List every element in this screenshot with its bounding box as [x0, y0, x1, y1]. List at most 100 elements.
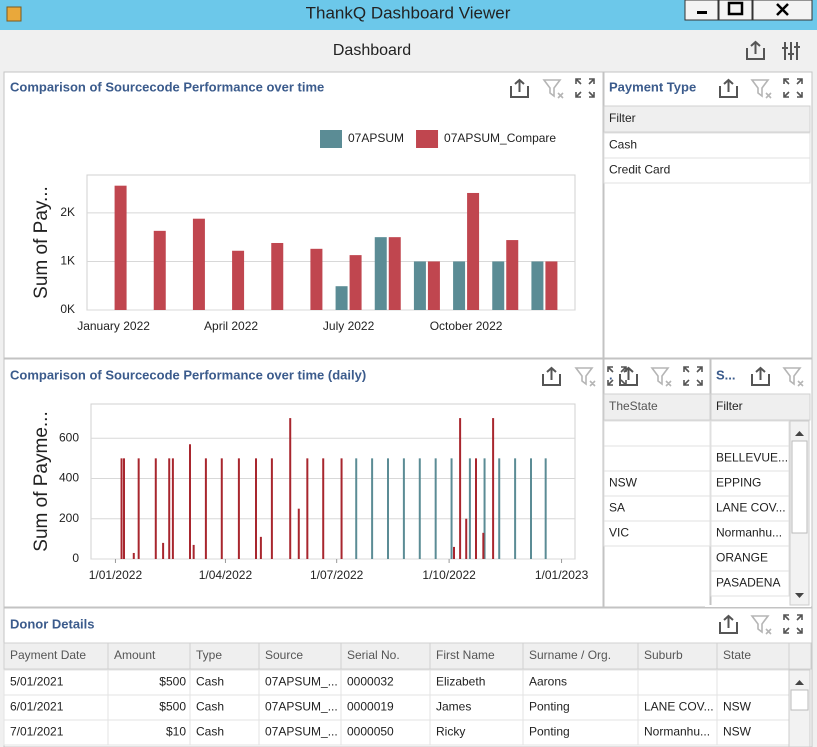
table-cell: [716, 694, 790, 721]
list-item[interactable]: [710, 570, 790, 597]
maximize-panel-button[interactable]: [683, 366, 703, 386]
table-cell: [637, 719, 718, 746]
bar: [335, 286, 348, 310]
export-button[interactable]: [542, 366, 561, 386]
x-tick-label: 1/04/2022: [199, 568, 253, 582]
minimize-button[interactable]: [684, 0, 719, 21]
bar: [137, 458, 140, 559]
panel-title: Donor Details: [10, 616, 95, 631]
list-item[interactable]: [603, 470, 711, 497]
clear-filter-button[interactable]: [782, 367, 804, 387]
bar: [388, 237, 401, 310]
table-cell-text: 07APSUM_...: [265, 725, 338, 739]
maximize-button[interactable]: [718, 0, 753, 21]
clear-filter-button[interactable]: [542, 79, 564, 99]
list-item[interactable]: [603, 445, 711, 472]
bar: [192, 544, 195, 559]
scroll-down[interactable]: [795, 593, 804, 598]
bar: [402, 458, 405, 559]
table-cell-text: LANE COV...: [644, 700, 714, 714]
title-bar: [0, 0, 817, 30]
table-cell-text: 07APSUM_...: [265, 700, 338, 714]
export-button[interactable]: [719, 78, 738, 98]
column-header[interactable]: [637, 642, 718, 670]
scroll-thumb[interactable]: [790, 689, 809, 711]
export-button[interactable]: [751, 366, 770, 386]
list-item-label: LANE COV...: [716, 501, 786, 515]
export-button[interactable]: [619, 366, 638, 386]
table-cell: [107, 719, 191, 746]
clear-filter-button[interactable]: [750, 79, 772, 99]
x-tick-label: October 2022: [430, 319, 503, 333]
column-header-label: First Name: [436, 648, 495, 662]
y-tick-label: 200: [59, 511, 79, 525]
panel-title: .: [609, 367, 613, 382]
list-item[interactable]: [603, 420, 711, 447]
scroll-thumb[interactable]: [791, 440, 808, 534]
bar: [453, 546, 455, 559]
clear-filter-button[interactable]: [574, 367, 596, 387]
bar: [498, 458, 501, 559]
close-glyph: [776, 3, 789, 16]
bar: [189, 444, 191, 559]
table-cell: [637, 669, 718, 696]
column-header[interactable]: [258, 642, 342, 670]
column-header[interactable]: [3, 642, 109, 670]
x-tick-label: July 2022: [323, 319, 375, 333]
table-cell-text: Ricky: [436, 725, 465, 739]
maximize-panel-button[interactable]: [783, 614, 803, 634]
export-button[interactable]: [510, 78, 529, 98]
table-cell-text: Normanhu...: [644, 725, 710, 739]
maximize-panel-button[interactable]: [575, 78, 595, 98]
column-header-label: Amount: [114, 648, 156, 662]
parameters-button[interactable]: [782, 42, 800, 60]
list-item-label: SA: [609, 501, 625, 515]
bar: [306, 458, 309, 559]
list-item-label: Credit Card: [609, 163, 670, 177]
x-tick-label: January 2022: [77, 319, 150, 333]
table-cell: [189, 694, 260, 721]
list-item[interactable]: [603, 132, 811, 159]
list-item[interactable]: [603, 520, 711, 547]
scroll-up[interactable]: [795, 431, 804, 436]
column-header-label: Payment Date: [10, 648, 86, 662]
filter-box[interactable]: [710, 393, 811, 421]
column-header-label: TheState: [609, 399, 658, 413]
column-header: [788, 642, 812, 670]
list-item[interactable]: [710, 545, 790, 572]
scroll-up[interactable]: [795, 680, 804, 685]
bar: [297, 508, 300, 559]
list-item-label: EPPING: [716, 476, 761, 490]
list-item[interactable]: [710, 420, 790, 447]
bar: [427, 261, 440, 310]
list-item[interactable]: [710, 445, 790, 472]
list-item[interactable]: [710, 470, 790, 497]
bar: [340, 458, 343, 559]
list-item[interactable]: [603, 157, 811, 184]
filter-box[interactable]: [603, 105, 811, 133]
table-cell-text: 07APSUM_...: [265, 675, 338, 689]
table-cell: [716, 719, 790, 746]
bar: [475, 458, 477, 559]
bar: [132, 552, 135, 559]
table-cell: [3, 694, 109, 721]
export-button[interactable]: [746, 40, 765, 60]
clear-filter-button[interactable]: [750, 615, 772, 635]
column-header[interactable]: [429, 642, 524, 670]
bar: [355, 458, 358, 559]
filter-placeholder: Filter: [609, 111, 636, 125]
table-cell-text: $10: [166, 725, 186, 739]
bar: [171, 458, 174, 559]
bar: [114, 185, 127, 310]
bar: [237, 458, 240, 559]
bar: [374, 237, 387, 310]
export-button[interactable]: [719, 614, 738, 634]
bar: [531, 261, 544, 310]
column-header[interactable]: [340, 642, 431, 670]
list-item[interactable]: [603, 495, 711, 522]
maximize-panel-button[interactable]: [783, 78, 803, 98]
clear-filter-button[interactable]: [650, 367, 672, 387]
bar: [387, 458, 389, 559]
list-item[interactable]: [710, 495, 790, 522]
list-item-label: Cash: [609, 138, 637, 152]
